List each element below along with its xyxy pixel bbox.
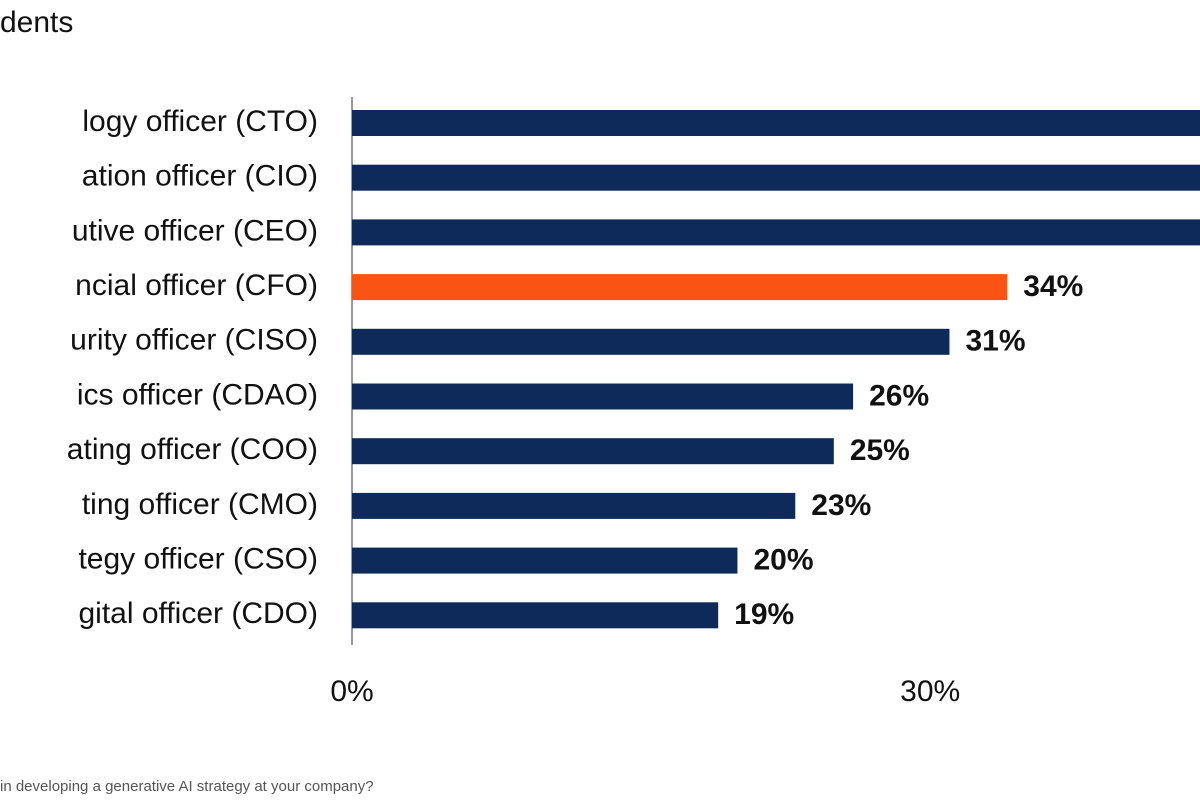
- bar: [352, 438, 834, 465]
- y-tick-label: ics officer (CDAO): [77, 378, 318, 411]
- value-label: 34%: [1023, 270, 1083, 303]
- y-tick-label: ation officer (CIO): [82, 160, 318, 193]
- value-label: 19%: [734, 598, 794, 631]
- footnote: in developing a generative AI strategy a…: [0, 778, 374, 795]
- y-tick-label: logy officer (CTO): [82, 105, 318, 138]
- value-label: 20%: [753, 544, 813, 577]
- bar: [352, 164, 1200, 191]
- bar: [352, 383, 854, 410]
- y-tick-label: gital officer (CDO): [78, 597, 318, 630]
- y-tick-label: utive officer (CEO): [72, 214, 318, 247]
- value-label: 31%: [965, 325, 1025, 358]
- bar: [352, 274, 1008, 301]
- bar: [352, 492, 796, 519]
- y-tick-label: ating officer (COO): [67, 433, 318, 466]
- value-label: 26%: [869, 379, 929, 412]
- bars: [352, 110, 1200, 629]
- bar: [352, 328, 950, 355]
- bar: [352, 110, 1200, 136]
- bar: [352, 219, 1200, 246]
- y-tick-label: ting officer (CMO): [82, 488, 318, 521]
- bar: [352, 547, 738, 574]
- x-tick-label: 30%: [900, 675, 960, 708]
- y-tick-label: urity officer (CISO): [70, 324, 318, 357]
- chart-subtitle: dents: [0, 6, 73, 39]
- value-label: 23%: [811, 489, 871, 522]
- y-tick-label: tegy officer (CSO): [78, 543, 318, 576]
- bar: [352, 602, 719, 629]
- y-tick-label: ncial officer (CFO): [75, 269, 318, 302]
- value-label: 25%: [850, 434, 910, 467]
- x-tick-label: 0%: [330, 675, 373, 708]
